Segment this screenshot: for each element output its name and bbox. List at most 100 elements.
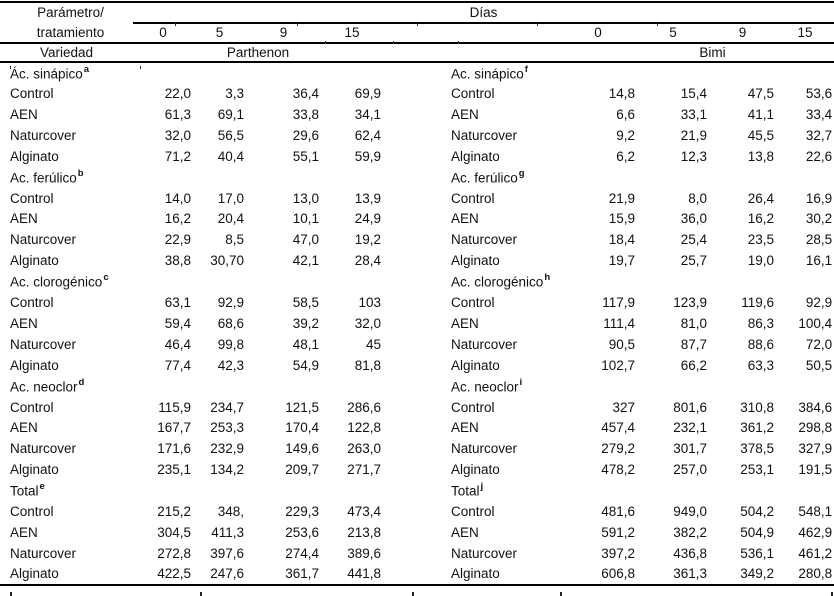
value-cell	[776, 62, 834, 83]
rule-tick	[140, 66, 141, 69]
value-cell: 12,3	[680, 148, 707, 164]
value-cell: 257,0	[673, 462, 707, 478]
treatment-label: Alginato	[10, 357, 59, 373]
value-cell: 422,5	[157, 566, 191, 582]
spacer-cell	[383, 167, 449, 188]
table-row: Control 22,0 3,3 36,4 69,9 Control 14,8 15,4 47,…	[0, 83, 834, 104]
value-cell: 213,8	[347, 525, 381, 541]
treatment-label: AEN	[10, 106, 38, 122]
value-cell: 19,0	[747, 253, 774, 269]
value-cell: 46,4	[164, 336, 191, 352]
treatment-label: Alginato	[10, 148, 59, 164]
value-cell: 348,	[217, 504, 244, 520]
spacer-cell	[383, 522, 449, 543]
footnote-marker: b	[77, 167, 84, 179]
value-cell: 22,6	[805, 148, 833, 164]
treatment-label: Control	[10, 504, 54, 520]
value-cell: 59,9	[354, 148, 381, 164]
treatment-label: Naturcover	[10, 232, 77, 248]
value-cell: 33,4	[805, 106, 833, 122]
value-cell: 25,4	[680, 232, 707, 248]
treatment-label: Naturcover	[451, 127, 518, 143]
value-cell: 481,6	[601, 504, 635, 520]
table-row: Ac. neoclord Ac. neoclori	[0, 376, 834, 397]
variedad-header: Variedad	[0, 43, 133, 64]
value-cell: 171,6	[157, 441, 191, 457]
section-label: Totalj	[451, 481, 484, 499]
value-cell: 42,3	[217, 357, 244, 373]
spacer-cell	[383, 334, 449, 355]
value-cell: 279,2	[601, 441, 635, 457]
value-cell: 457,4	[601, 420, 635, 436]
value-cell: 382,2	[673, 525, 707, 541]
rule-tick	[393, 41, 394, 44]
value-cell: 247,6	[210, 566, 244, 582]
treatment-label: Control	[451, 295, 495, 311]
table-row: Control 63,1 92,9 58,5 103 Control 117,9 123,9 1…	[0, 292, 834, 313]
table-row: Ac. ferúlicob Ac. ferúlicog	[0, 167, 834, 188]
value-cell: 22,0	[164, 85, 191, 101]
value-cell	[321, 376, 383, 397]
treatment-label: Alginato	[451, 462, 500, 478]
value-cell: 36,4	[292, 85, 319, 101]
treatment-label: Control	[451, 190, 495, 206]
table-row: Control 215,2 348, 229,3 473,4 Control 481,6 94…	[0, 501, 834, 522]
value-cell: 26,4	[747, 190, 774, 206]
spacer-cell	[383, 355, 449, 376]
value-cell: 28,5	[805, 232, 833, 248]
spacer-cell	[383, 480, 449, 501]
value-cell: 50,5	[805, 357, 833, 373]
spacer-cell	[383, 229, 449, 250]
value-cell: 411,3	[211, 525, 244, 541]
section-label: Ac. sinápicof	[451, 63, 528, 82]
value-cell: 548,1	[798, 504, 833, 520]
value-cell	[321, 271, 383, 292]
treatment-label: Naturcover	[451, 336, 518, 352]
footnote-fragment	[412, 592, 414, 596]
footnote-marker: f	[524, 63, 528, 75]
footnote-marker: j	[480, 481, 484, 493]
footnote-fragment	[200, 592, 202, 596]
treatment-label: AEN	[10, 525, 38, 541]
value-cell: 90,5	[608, 336, 635, 352]
value-cell: 801,6	[673, 399, 707, 415]
value-cell	[637, 62, 709, 83]
table-row: Control 14,0 17,0 13,0 13,9 Control 21,9 8,0 26,…	[0, 188, 834, 209]
header-row-dias: Parámetro/ tratamiento Días	[0, 2, 834, 45]
value-cell: 92,9	[217, 295, 244, 311]
value-cell: 606,8	[601, 566, 635, 582]
value-cell	[776, 376, 834, 397]
spacer-cell	[383, 43, 559, 64]
value-cell: 16,9	[805, 190, 833, 206]
value-cell: 29,6	[292, 127, 319, 143]
value-cell: 32,0	[354, 315, 381, 331]
table-row: Naturcover 46,4 99,8 48,1 45 Naturcover 90,5 87…	[0, 334, 834, 355]
value-cell: 304,5	[157, 525, 191, 541]
value-cell: 38,8	[164, 253, 191, 269]
value-cell: 3,3	[225, 85, 244, 101]
value-cell	[133, 167, 193, 188]
section-label: Ac. clorogénicoh	[451, 272, 551, 290]
value-cell: 170,4	[285, 420, 319, 436]
footnote-fragment	[560, 592, 562, 596]
rule-tick	[297, 23, 298, 26]
value-cell	[246, 480, 321, 501]
table-row: Alginato 38,8 30,70 42,1 28,4 Alginato 19,7 25,…	[0, 250, 834, 271]
day-col-header: 5	[193, 22, 246, 45]
value-cell: 28,4	[354, 253, 381, 269]
value-cell: 30,2	[805, 211, 833, 227]
value-cell	[709, 376, 776, 397]
treatment-label: AEN	[451, 106, 479, 122]
value-cell: 6,2	[616, 148, 635, 164]
value-cell: 100,4	[798, 315, 833, 331]
day-col-header: 5	[637, 22, 709, 45]
section-label: Ac. ferúlicob	[10, 167, 84, 186]
value-cell: 24,9	[354, 211, 381, 227]
treatment-label: Control	[451, 85, 495, 101]
value-cell: 59,4	[164, 315, 191, 331]
section-label: Ác. sinápicoa	[10, 63, 90, 82]
value-cell: 19,7	[608, 253, 635, 269]
value-cell: 68,6	[217, 315, 244, 331]
table-row: Naturcover 171,6 232,9 149,6 263,0 Naturcover…	[0, 438, 834, 459]
